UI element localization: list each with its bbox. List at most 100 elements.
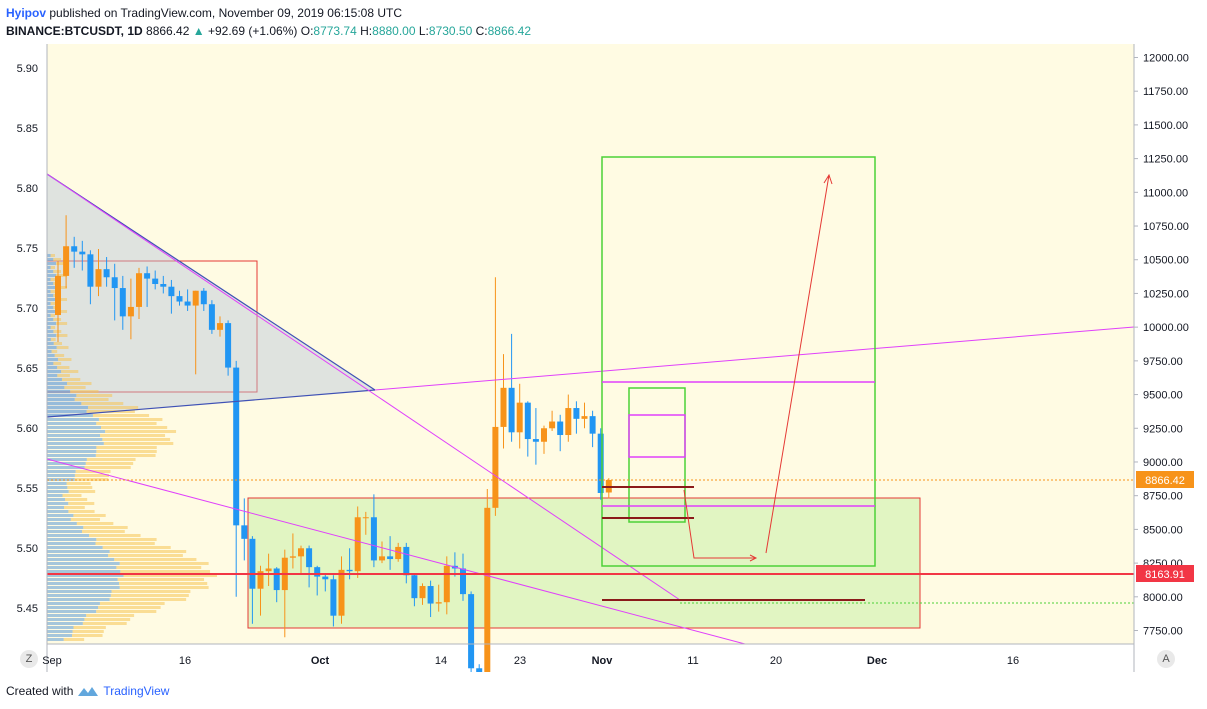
volume-profile-bar-down [68, 490, 96, 493]
footer: Created with TradingView [6, 683, 169, 699]
candle-body [541, 428, 547, 442]
volume-profile-bar-up [47, 306, 54, 309]
candle-body [79, 251, 86, 255]
candle-body [257, 571, 264, 589]
volume-profile-bar-down [96, 422, 157, 425]
candle-body [225, 323, 232, 368]
volume-profile-bar-up [47, 322, 57, 325]
volume-profile-bar-down [53, 318, 62, 321]
volume-profile-bar-up [47, 566, 117, 569]
candle-body [500, 387, 507, 427]
price-chart[interactable]: 5.90 5.85 5.80 5.75 5.70 5.65 5.60 5.55 5.50 5.45… [0, 44, 1207, 672]
volume-profile-bar-up [47, 386, 65, 389]
x-axis-tick-label: Oct [311, 655, 330, 667]
volume-profile-bar-up [47, 458, 87, 461]
volume-profile-bar-down [114, 558, 197, 561]
volume-profile-bar-down [103, 442, 174, 445]
candle-body [111, 277, 118, 289]
volume-profile-bar-up [47, 626, 74, 629]
volume-profile-bar-down [84, 466, 131, 469]
inner-box [628, 414, 686, 458]
volume-profile-bar-down [56, 298, 68, 301]
left-axis-tick-label: 5.70 [17, 303, 38, 315]
candle-body [443, 565, 450, 603]
right-axis-tick-label: 10750.00 [1143, 221, 1189, 233]
volume-profile-bar-down [117, 578, 205, 581]
volume-profile-bar-down [51, 350, 58, 353]
volume-profile-bar-up [47, 334, 57, 337]
volume-profile-bar-up [47, 318, 54, 321]
candle-body [379, 556, 385, 561]
volume-profile-bar-down [57, 374, 70, 377]
volume-profile-bar-down [68, 502, 95, 505]
candle-body [549, 421, 556, 429]
author-name[interactable]: Hyipov [6, 6, 47, 20]
volume-profile-bar-up [47, 598, 110, 601]
auto-scale-right-button[interactable]: A [1157, 650, 1175, 668]
left-axis-tick-label: 5.55 [17, 483, 38, 495]
candle-body [289, 556, 296, 558]
volume-profile-bar-up [47, 542, 96, 545]
volume-profile-bar-up [47, 638, 64, 641]
volume-profile-bar-up [47, 538, 97, 541]
volume-profile-bar-up [47, 606, 99, 609]
candle-body [532, 439, 539, 442]
volume-profile-bar-up [47, 602, 100, 605]
candle-body [87, 254, 94, 287]
volume-profile-bar-down [73, 626, 106, 629]
volume-profile-bar-up [47, 354, 55, 357]
volume-profile-bar-up [47, 362, 54, 365]
candle-body [508, 387, 515, 433]
volume-profile-bar-up [47, 510, 69, 513]
volume-profile-bar-up [47, 454, 96, 457]
volume-profile-bar-up [47, 450, 97, 453]
candle-body [273, 568, 280, 591]
volume-profile-bar-down [76, 522, 114, 525]
volume-profile-bar-up [47, 342, 54, 345]
candle-body [322, 576, 329, 580]
candle-body [184, 301, 191, 306]
volume-profile-bar-up [47, 366, 58, 369]
volume-profile-bar-down [108, 554, 183, 557]
high-label: H: [360, 24, 373, 38]
volume-profile-bar-up [47, 594, 111, 597]
volume-profile-bar-down [53, 362, 62, 365]
volume-profile-bar-down [83, 526, 128, 529]
volume-profile-bar-up [47, 562, 120, 565]
volume-profile-bar-down [96, 610, 157, 613]
volume-profile-bar-down [111, 590, 191, 593]
volume-profile-bar-down [70, 518, 100, 521]
volume-profile-bar-down [53, 258, 62, 261]
volume-profile-bar-up [47, 570, 121, 573]
volume-profile-bar-down [50, 326, 56, 329]
candle-body [217, 323, 223, 330]
symbol-label[interactable]: BINANCE:BTCUSDT, 1D [6, 24, 143, 38]
level-price-tag [1136, 565, 1194, 582]
volume-profile-bar-up [47, 490, 69, 493]
candle-body [55, 275, 61, 316]
volume-profile-bar-up [47, 350, 52, 353]
volume-profile-bar-down [101, 426, 168, 429]
volume-profile-bar-down [102, 438, 171, 441]
open-label: O: [300, 24, 314, 38]
drawings [46, 156, 1135, 645]
volume-profile-bar-up [47, 522, 77, 525]
candle-body [573, 408, 580, 419]
volume-profile-bar-down [53, 342, 62, 345]
volume-profile-bar-down [98, 418, 163, 421]
candle-body [484, 507, 491, 672]
candle-body [460, 568, 466, 595]
volume-profile-bar-up [47, 426, 102, 429]
volume-profile-bar-up [47, 462, 86, 465]
candle-body [119, 288, 126, 317]
volume-profile-bar-down [123, 574, 218, 577]
x-axis-tick-label: 23 [514, 655, 526, 667]
volume-profile-bar-down [109, 550, 187, 553]
target-box-large [601, 156, 876, 567]
tradingview-brand[interactable]: TradingView [103, 684, 170, 698]
volume-profile-bar-down [95, 542, 155, 545]
tradingview-logo-icon [78, 687, 99, 696]
auto-scale-left-button[interactable]: Z [20, 650, 38, 668]
candle-body [597, 433, 604, 493]
candle-body [152, 278, 159, 284]
